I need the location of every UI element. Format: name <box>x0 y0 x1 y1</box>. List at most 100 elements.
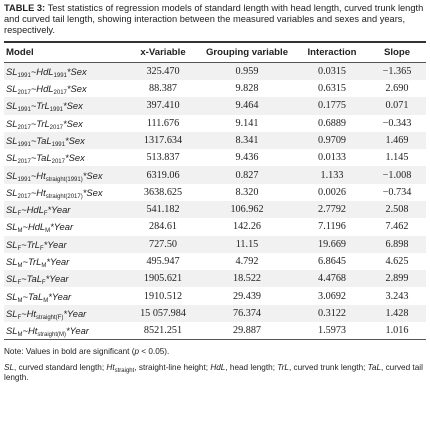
model-subscript: straight(F) <box>36 314 64 321</box>
table-body: SL1991~HdL1991*Sex 325.470 0.959 0.0315 −1.3… <box>4 62 426 341</box>
model-cell: SLF~TrLF*Year <box>4 235 128 253</box>
model-subscript: M <box>45 228 51 235</box>
value-cell: 29.439 <box>232 290 261 302</box>
model-cell: SLF~Htstraight(F)*Year <box>4 304 128 323</box>
model-text: *Year <box>46 256 70 268</box>
table-row: SL2017~TaL2017*Sex 513.837 9.436 0.0133 1.14… <box>4 149 426 166</box>
value-cell: 142.26 <box>232 221 261 233</box>
model-subscript: 1991 <box>17 176 31 183</box>
model-cell: SL2017~TaL2017*Sex <box>4 149 128 166</box>
note-text: Note: Values in bold are significant ( <box>4 347 135 357</box>
model-cell: SLM~TaLM*Year <box>4 287 128 304</box>
value-cell: 1.145 <box>385 152 409 164</box>
model-text: *Year <box>50 221 74 233</box>
model-text: SL <box>6 325 18 337</box>
value-cell: 0.1775 <box>296 97 368 115</box>
value-cell: 1.428 <box>368 304 426 323</box>
table-row: SL1991~HdL1991*Sex 325.470 0.959 0.0315 −1.3… <box>4 62 426 80</box>
value-cell: 29.887 <box>198 322 296 341</box>
model-cell: SL2017~Htstraight(2017)*Sex <box>4 184 128 201</box>
value-cell: 6.898 <box>368 235 426 253</box>
model-subscript: M <box>17 228 23 235</box>
model-text: SL <box>6 221 18 233</box>
abbr-text: , straight-line height; <box>134 362 211 372</box>
value-cell: 15 057.984 <box>128 304 198 323</box>
value-cell: 8.341 <box>198 131 296 150</box>
value-cell: 3.243 <box>385 290 409 302</box>
value-cell: 9.436 <box>235 152 259 164</box>
value-cell: 0.6889 <box>317 117 346 129</box>
note: Note: Values in bold are significant (p … <box>4 347 426 358</box>
value-cell: 1905.621 <box>128 270 198 288</box>
model-text: ~TaL <box>30 134 52 146</box>
model-subscript: M <box>41 263 47 270</box>
model-cell: SLF~HdLF*Year <box>4 200 128 219</box>
model-text: ~TrL <box>30 100 50 112</box>
model-text: *Sex <box>63 117 83 129</box>
model-text: *Year <box>47 204 71 216</box>
caption-label: TABLE 3: <box>4 3 46 13</box>
value-cell: 9.828 <box>235 83 259 95</box>
table-row: SLM~TrLM*Year 495.947 4.792 6.8645 4.625 <box>4 253 426 270</box>
table-caption: TABLE 3: Test statistics of regression m… <box>4 3 426 37</box>
abbr: TrL <box>277 362 289 372</box>
model-cell: SL1991~HdL1991*Sex <box>4 62 128 80</box>
model-text: *Year <box>48 290 72 302</box>
value-cell: 6.8645 <box>317 256 346 268</box>
abbr-text: , curved trunk length; <box>288 362 368 372</box>
model-subscript: 1991 <box>17 141 31 148</box>
model-subscript: F <box>43 211 48 218</box>
model-text: *Sex <box>82 186 103 198</box>
value-cell: −0.734 <box>382 186 412 198</box>
value-cell: 0.3122 <box>296 304 368 323</box>
column-header: Interaction <box>296 40 368 63</box>
model-text: ~TrL <box>22 256 42 268</box>
model-subscript: F <box>17 314 22 321</box>
table-row: SLF~TaLF*Year 1905.621 18.522 4.4768 2.899 <box>4 270 426 288</box>
table-row: SLF~HdLF*Year 541.182 106.962 2.7792 2.508 <box>4 200 426 219</box>
table-row: SLM~HdLM*Year 284.61 142.26 7.1196 7.462 <box>4 218 426 235</box>
value-cell: 1.5973 <box>296 322 368 341</box>
abbr-sub: straight <box>114 367 135 374</box>
model-subscript: 2017 <box>17 193 31 200</box>
value-cell: 0.827 <box>198 166 296 184</box>
model-subscript: F <box>17 280 22 287</box>
page: TABLE 3: Test statistics of regression m… <box>4 3 426 382</box>
value-cell: 7.462 <box>385 221 409 233</box>
model-text: ~HdL <box>21 204 44 216</box>
model-cell: SLM~Htstraight(M)*Year <box>4 322 128 341</box>
model-cell: SLF~TaLF*Year <box>4 270 128 288</box>
model-subscript: F <box>39 245 44 252</box>
model-text: ~TaL <box>21 273 42 285</box>
abbr: Ht <box>106 362 115 372</box>
value-cell: 106.962 <box>198 200 296 219</box>
model-text: ~TaL <box>22 290 44 302</box>
value-cell: 0.0315 <box>296 62 368 80</box>
value-cell: 2.690 <box>385 83 409 95</box>
value-cell: 6319.06 <box>128 166 198 184</box>
model-text: ~HdL <box>30 83 54 95</box>
table-row: SL2017~TrL2017*Sex 111.676 9.141 0.6889 −0.3… <box>4 115 426 132</box>
value-cell: 11.15 <box>198 235 296 253</box>
value-cell: −1.365 <box>368 62 426 80</box>
model-text: SL <box>6 256 18 268</box>
model-subscript: M <box>17 297 23 304</box>
caption-text: Test statistics of regression models of … <box>4 3 424 36</box>
model-text: SL <box>6 307 18 319</box>
value-cell: 1910.512 <box>143 290 183 302</box>
value-cell: 495.947 <box>146 256 180 268</box>
model-text: *Year <box>66 325 89 337</box>
model-text: SL <box>6 273 18 285</box>
table-row: SL1991~TrL1991*Sex 397.410 9.464 0.1775 0.07… <box>4 97 426 115</box>
value-cell: −0.343 <box>382 117 412 129</box>
model-text: ~TrL <box>21 238 40 250</box>
value-cell: 4.4768 <box>296 270 368 288</box>
model-text: ~Ht <box>30 169 46 181</box>
value-cell: 2.899 <box>368 270 426 288</box>
value-cell: 284.61 <box>148 221 177 233</box>
table-row: SLF~TrLF*Year 727.50 11.15 19.669 6.898 <box>4 235 426 253</box>
value-cell: 76.374 <box>198 304 296 323</box>
value-cell: 3.0692 <box>317 290 346 302</box>
model-text: *Sex <box>64 152 85 164</box>
value-cell: 1.016 <box>368 322 426 341</box>
